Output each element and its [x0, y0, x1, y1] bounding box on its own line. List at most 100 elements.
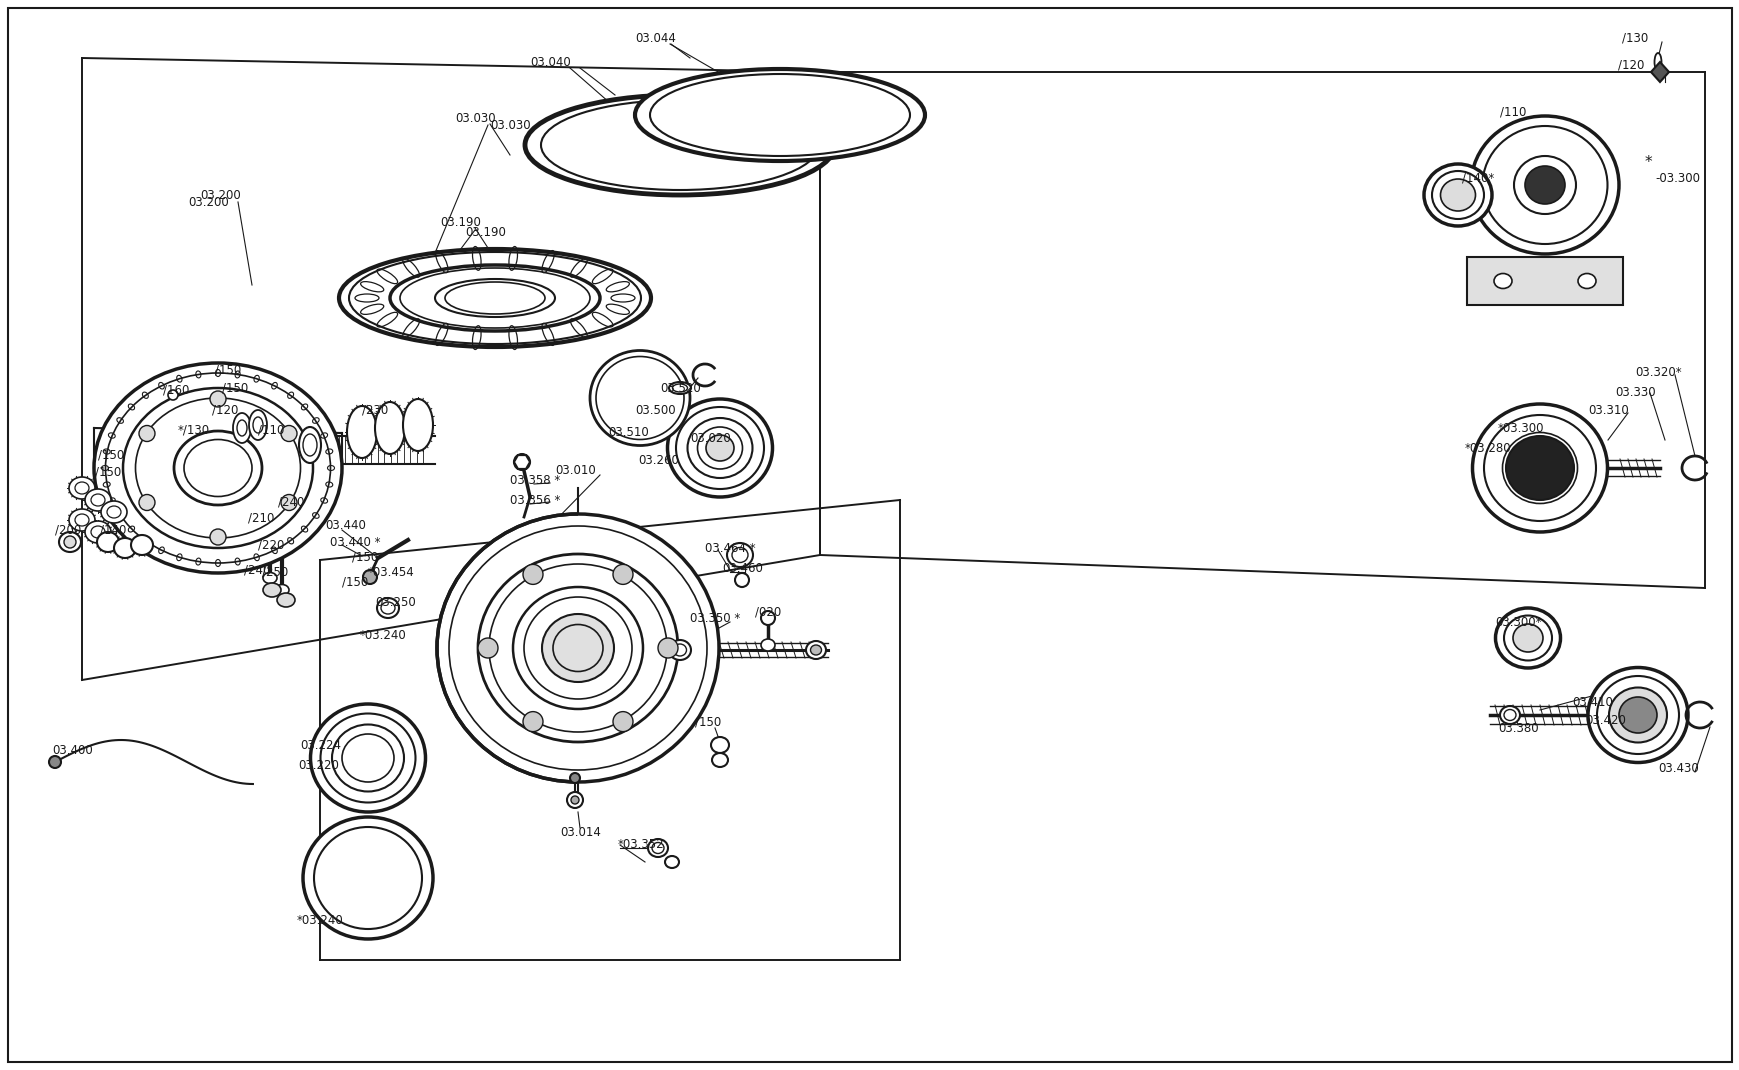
Ellipse shape: [377, 598, 398, 618]
Text: 03.358 *: 03.358 *: [510, 474, 560, 487]
Ellipse shape: [101, 501, 127, 523]
Ellipse shape: [1469, 116, 1617, 254]
Circle shape: [139, 426, 155, 442]
Ellipse shape: [252, 417, 263, 433]
Text: 03.224: 03.224: [299, 738, 341, 751]
Text: /230: /230: [362, 403, 388, 416]
Bar: [1466, 257, 1622, 305]
Text: /110: /110: [1499, 106, 1525, 119]
Text: 03.010: 03.010: [555, 463, 595, 476]
Ellipse shape: [97, 532, 118, 552]
Ellipse shape: [1471, 404, 1607, 532]
Ellipse shape: [1654, 54, 1661, 71]
Ellipse shape: [1494, 608, 1560, 668]
Text: 03.440: 03.440: [325, 519, 365, 532]
Text: 03.510: 03.510: [607, 426, 649, 439]
Ellipse shape: [805, 641, 826, 659]
Ellipse shape: [403, 399, 433, 450]
Circle shape: [612, 712, 633, 732]
Text: 03.310: 03.310: [1588, 403, 1628, 416]
Ellipse shape: [647, 839, 668, 857]
Text: /150: /150: [343, 576, 369, 589]
Text: 03.250: 03.250: [376, 596, 416, 609]
Circle shape: [523, 712, 543, 732]
Polygon shape: [1650, 62, 1668, 82]
Ellipse shape: [94, 363, 343, 574]
Text: *: *: [1643, 154, 1652, 169]
Circle shape: [570, 773, 579, 783]
Text: /140: /140: [99, 523, 127, 536]
Text: 03.500: 03.500: [635, 403, 675, 416]
Ellipse shape: [59, 532, 82, 552]
Text: 03.464 *: 03.464 *: [704, 541, 755, 554]
Text: 03.030: 03.030: [490, 119, 530, 132]
Circle shape: [612, 564, 633, 584]
Ellipse shape: [346, 406, 377, 458]
Text: /120: /120: [1617, 59, 1643, 72]
Text: /140*: /140*: [1461, 171, 1494, 184]
Ellipse shape: [711, 737, 729, 753]
Polygon shape: [513, 455, 530, 469]
Text: 03.200: 03.200: [188, 196, 228, 209]
Circle shape: [49, 756, 61, 768]
Text: /210: /210: [249, 511, 275, 524]
Circle shape: [567, 792, 583, 808]
Ellipse shape: [1440, 179, 1475, 211]
Ellipse shape: [635, 68, 925, 160]
Text: 03.380: 03.380: [1497, 721, 1537, 734]
Circle shape: [657, 638, 678, 658]
Ellipse shape: [263, 583, 280, 597]
Text: /240: /240: [243, 564, 270, 577]
Text: *03.454: *03.454: [367, 566, 414, 579]
Circle shape: [210, 529, 226, 545]
Text: 03.356 *: 03.356 *: [510, 493, 560, 506]
Circle shape: [478, 638, 497, 658]
Text: /200: /200: [56, 523, 82, 536]
Text: 03.420: 03.420: [1584, 714, 1624, 727]
Circle shape: [210, 391, 226, 407]
Ellipse shape: [668, 640, 690, 660]
Text: /020: /020: [755, 606, 781, 618]
Text: /110: /110: [257, 424, 283, 437]
Ellipse shape: [237, 421, 247, 435]
Text: 03.220: 03.220: [297, 759, 339, 771]
Circle shape: [734, 574, 748, 587]
Text: 03.520: 03.520: [659, 382, 701, 395]
Ellipse shape: [130, 535, 153, 555]
Ellipse shape: [85, 521, 111, 542]
Text: 03.014: 03.014: [560, 825, 600, 839]
Ellipse shape: [1494, 274, 1511, 289]
Text: 03.300*: 03.300*: [1494, 615, 1541, 628]
Text: /220: /220: [257, 538, 283, 551]
Ellipse shape: [525, 95, 835, 195]
Ellipse shape: [1423, 164, 1490, 226]
Ellipse shape: [70, 509, 96, 531]
Ellipse shape: [541, 614, 614, 682]
Circle shape: [282, 494, 297, 510]
Text: 03.320*: 03.320*: [1635, 366, 1680, 379]
Ellipse shape: [115, 538, 136, 557]
Ellipse shape: [810, 645, 821, 655]
Text: 03.460: 03.460: [722, 562, 762, 575]
Ellipse shape: [668, 382, 690, 394]
Ellipse shape: [390, 265, 600, 331]
Ellipse shape: [1506, 435, 1574, 500]
Text: 03.044: 03.044: [635, 31, 675, 45]
Circle shape: [282, 426, 297, 442]
Ellipse shape: [664, 856, 678, 868]
Ellipse shape: [70, 477, 96, 499]
Ellipse shape: [1588, 668, 1687, 763]
Ellipse shape: [711, 753, 727, 767]
Text: /150: /150: [96, 465, 122, 478]
Ellipse shape: [310, 704, 426, 812]
Text: -03.300: -03.300: [1654, 171, 1699, 184]
Text: /120: /120: [212, 403, 238, 416]
Ellipse shape: [263, 572, 277, 583]
Ellipse shape: [436, 514, 718, 782]
Circle shape: [523, 564, 543, 584]
Ellipse shape: [339, 249, 650, 347]
Ellipse shape: [1577, 274, 1595, 289]
Ellipse shape: [1513, 624, 1542, 652]
Text: *03.240: *03.240: [360, 628, 407, 642]
Ellipse shape: [727, 542, 753, 567]
